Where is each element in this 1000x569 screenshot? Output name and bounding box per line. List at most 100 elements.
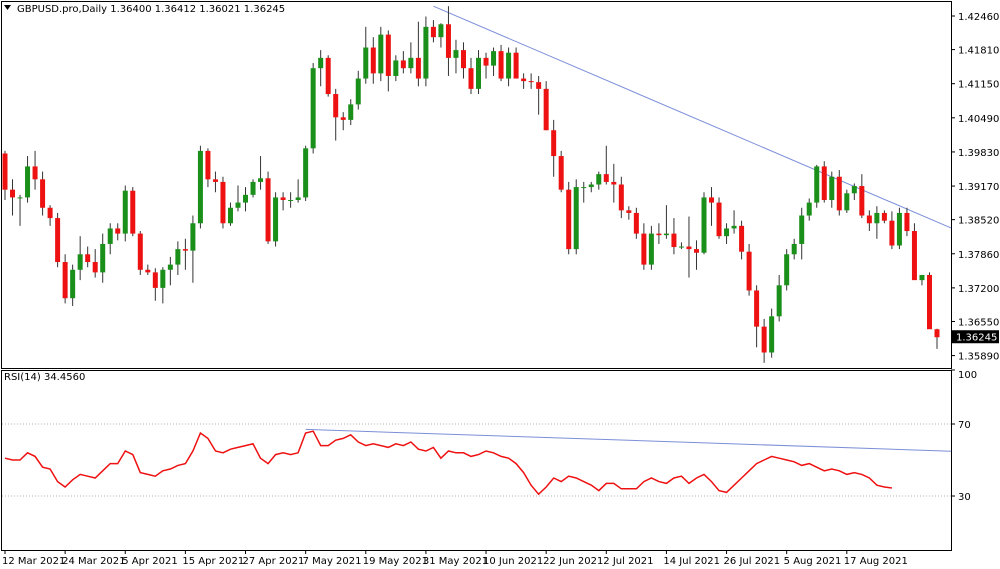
candle-body xyxy=(791,243,797,255)
date-tick-label: 22 Jun 2021 xyxy=(543,556,603,567)
candle xyxy=(400,51,406,74)
date-tick-label: 24 Mar 2021 xyxy=(62,556,125,567)
candle-body xyxy=(393,60,399,76)
candle-body xyxy=(859,186,865,216)
candle-body xyxy=(566,189,572,250)
candle-body xyxy=(258,178,264,182)
candle-body xyxy=(325,57,331,95)
candle-body xyxy=(889,220,895,246)
candle xyxy=(273,192,279,247)
candle-body xyxy=(746,251,752,291)
price-tick-label: 1.39170 xyxy=(958,182,999,193)
candle-body xyxy=(558,156,564,190)
candle-body xyxy=(769,316,775,353)
candle xyxy=(626,206,632,220)
candle xyxy=(866,210,872,232)
candle xyxy=(663,205,669,239)
candle xyxy=(483,52,489,79)
date-tick-label: 5 Apr 2021 xyxy=(122,556,177,567)
candle xyxy=(799,207,805,260)
candle xyxy=(235,185,241,212)
candle xyxy=(618,176,624,219)
candle xyxy=(551,119,557,177)
candle-body xyxy=(709,197,715,203)
candle-body xyxy=(476,57,482,89)
candle xyxy=(130,187,136,237)
candle-body xyxy=(265,178,271,242)
candle-body xyxy=(806,202,812,216)
candle xyxy=(821,161,827,203)
candle xyxy=(836,170,842,216)
price-tick-label: 1.41150 xyxy=(958,80,999,91)
candle-body xyxy=(130,190,136,234)
candle xyxy=(536,75,542,115)
candle-body xyxy=(340,117,346,120)
candle-body xyxy=(288,200,294,202)
date-tick-label: 2 Jul 2021 xyxy=(603,556,653,567)
candle-body xyxy=(408,57,414,69)
candle-body xyxy=(460,50,466,69)
candle xyxy=(513,47,519,79)
price-tick-label: 1.39830 xyxy=(958,148,999,159)
price-panel-frame xyxy=(1,1,952,369)
candle xyxy=(152,268,158,301)
candle xyxy=(498,44,504,82)
candle xyxy=(355,70,361,110)
candle-body xyxy=(2,153,8,190)
candle xyxy=(212,171,218,193)
candle xyxy=(25,156,31,203)
candle-body xyxy=(70,269,76,299)
candle-body xyxy=(400,60,406,69)
candle xyxy=(521,73,527,89)
candle xyxy=(611,163,617,203)
candle xyxy=(528,73,534,89)
date-tick-label: 31 May 2021 xyxy=(423,556,488,567)
price-trendline[interactable] xyxy=(433,5,952,229)
price-tick-label: 1.38520 xyxy=(958,216,999,227)
candle xyxy=(806,198,812,221)
candle xyxy=(934,328,940,349)
candle-body xyxy=(333,94,339,118)
candle-body xyxy=(573,187,579,250)
chevron-down-icon[interactable] xyxy=(4,5,11,10)
candle xyxy=(17,194,23,226)
candle-body xyxy=(303,148,309,198)
candle xyxy=(70,264,76,306)
candle xyxy=(160,267,166,304)
candle-body xyxy=(92,262,98,273)
candle xyxy=(190,215,196,283)
candle xyxy=(881,210,887,224)
candle xyxy=(761,318,767,363)
candle-body xyxy=(205,150,211,180)
candle xyxy=(415,21,421,87)
candle-body xyxy=(167,264,173,270)
candle xyxy=(310,63,316,154)
candle xyxy=(859,174,865,219)
candle-body xyxy=(10,189,16,198)
candle xyxy=(100,233,106,283)
candle xyxy=(227,202,233,226)
date-tick-label: 27 Apr 2021 xyxy=(243,556,305,567)
candle-body xyxy=(671,233,677,248)
candle-body xyxy=(145,269,151,273)
candle-body xyxy=(934,329,940,338)
rsi-trendline[interactable] xyxy=(305,428,952,452)
candle xyxy=(686,216,692,278)
candle-body xyxy=(152,272,158,288)
candle xyxy=(701,192,707,255)
candle xyxy=(566,181,572,255)
candle xyxy=(348,99,354,126)
current-price-tag xyxy=(952,330,999,344)
candle-body xyxy=(280,197,286,201)
candle-body xyxy=(227,207,233,224)
candle xyxy=(92,249,98,278)
candle-body xyxy=(618,184,624,211)
candle-body xyxy=(182,249,188,251)
candle-body xyxy=(641,233,647,265)
candle-body xyxy=(25,166,31,198)
rsi-header: RSI(14) 34.4560 xyxy=(4,372,85,383)
candle xyxy=(55,212,61,268)
candle xyxy=(280,192,286,211)
candle-body xyxy=(716,202,722,237)
